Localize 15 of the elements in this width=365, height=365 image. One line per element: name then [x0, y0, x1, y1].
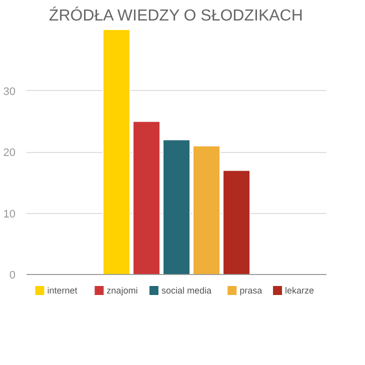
- legend-label: znajomi: [106, 286, 138, 296]
- bar: [162, 139, 190, 274]
- y-tick-label: 0: [9, 270, 16, 282]
- y-tick-label: 10: [3, 208, 16, 220]
- legend-label: social media: [161, 286, 212, 296]
- bar: [192, 145, 220, 274]
- y-tick-label: 20: [3, 147, 16, 159]
- bar: [102, 30, 130, 274]
- bar: [132, 120, 160, 274]
- legend-label: prasa: [240, 286, 262, 296]
- y-tick-label: 30: [3, 86, 16, 98]
- bar: [222, 170, 250, 274]
- legend-label: lekarze: [285, 286, 314, 296]
- legend-label: internet: [47, 286, 78, 296]
- chart-title: ŹRÓDŁA WIEDZY O SŁODZIKACH: [48, 6, 303, 24]
